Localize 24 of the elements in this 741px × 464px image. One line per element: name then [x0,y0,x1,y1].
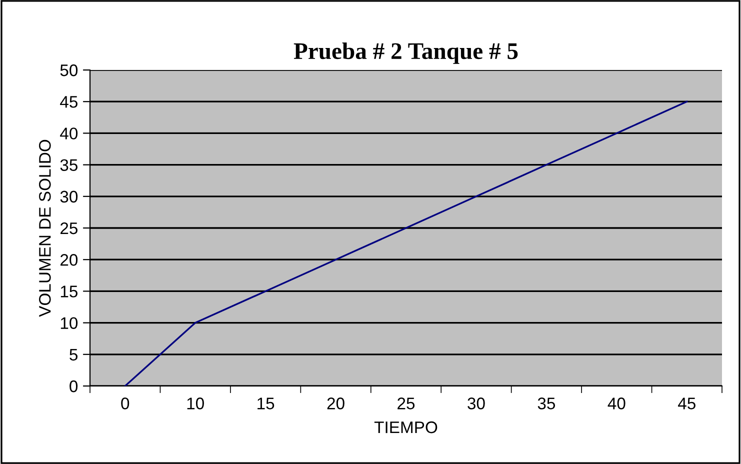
y-tick-label: 40 [60,128,78,140]
x-tick-label: 0 [121,398,130,410]
y-tick-label: 5 [70,348,78,361]
x-tick-label: 30 [468,398,485,410]
y-tick-label: 25 [60,222,78,234]
y-tick-label: 45 [60,96,78,108]
y-tick-label: 50 [60,64,78,76]
y-tick-label: 10 [60,317,78,330]
y-tick-label: 0 [70,380,78,392]
y-tick-label: 20 [60,254,78,266]
y-tick-label: 35 [60,159,78,172]
x-tick-label: 20 [327,398,344,410]
x-axis-title: TIEMPO [374,421,438,434]
y-tick-label: 15 [60,286,78,298]
line-series [124,100,688,386]
x-tick-label: 15 [258,398,274,410]
x-tick-label: 40 [608,398,626,410]
x-tick-label: 25 [398,398,415,410]
x-tick-label: 35 [538,398,556,410]
x-tick-label: 10 [187,398,204,410]
y-axis-title: VOLUMEN DE SOLIDO [39,140,51,317]
x-tick-label: 45 [678,398,696,410]
chart-title: Prueba # 2 Tanque # 5 [294,42,518,64]
y-tick-label: 30 [60,190,78,203]
